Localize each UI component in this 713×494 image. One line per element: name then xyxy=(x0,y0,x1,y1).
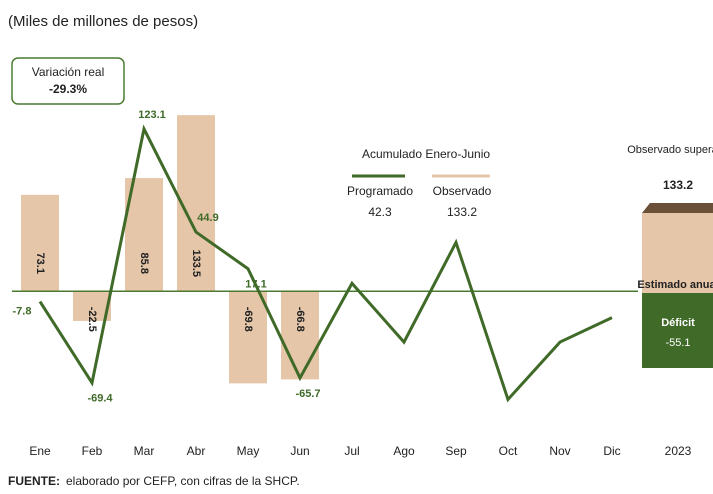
block-observed xyxy=(642,213,713,293)
annual-label: Estimado anual xyxy=(637,279,713,291)
line-label: -65.7 xyxy=(295,388,320,400)
bar-label: -22.5 xyxy=(86,307,98,332)
annotation-label: Variación real xyxy=(32,65,104,79)
x-tick-label: Dic xyxy=(603,444,620,458)
block-deficit xyxy=(642,293,713,368)
block-top xyxy=(642,203,713,213)
bar-label: 73.1 xyxy=(34,253,46,274)
x-tick-label: 2023 xyxy=(665,444,692,458)
x-tick-label: Abr xyxy=(187,444,206,458)
line xyxy=(38,124,613,403)
annotation-box xyxy=(11,57,125,105)
x-tick-label: Sep xyxy=(445,444,467,458)
line-label: -7.8 xyxy=(13,305,32,317)
legend-value: 133.2 xyxy=(447,205,477,219)
legend-label: Observado xyxy=(433,184,492,198)
legend-title: Acumulado Enero-Junio xyxy=(362,147,490,161)
annual-label: Déficit xyxy=(661,317,695,329)
source-label: FUENTE: xyxy=(8,474,60,488)
bar xyxy=(281,291,319,380)
x-tick-label: Jun xyxy=(290,444,309,458)
annual-value: 133.2 xyxy=(663,178,693,192)
x-tick-label: May xyxy=(237,444,260,458)
x-tick-label: Nov xyxy=(549,444,570,458)
x-tick-label: Feb xyxy=(82,444,103,458)
line-label: 44.9 xyxy=(197,212,218,224)
x-tick-label: Mar xyxy=(134,444,155,458)
annual-value: -55.1 xyxy=(665,337,690,349)
bar-label: 85.8 xyxy=(138,253,150,274)
x-tick-label: Jul xyxy=(344,444,359,458)
bar xyxy=(177,115,215,292)
source: elaborado por CEFP, con cifras de la SHC… xyxy=(66,474,300,488)
bar-label: -66.8 xyxy=(294,307,306,332)
line-label: 17.1 xyxy=(245,279,266,291)
subtitle: (Miles de millones de pesos) xyxy=(8,13,198,30)
bar xyxy=(21,194,59,292)
bar-label: -69.8 xyxy=(242,307,254,332)
annotation-value: -29.3% xyxy=(49,82,87,96)
legend-label: Programado xyxy=(347,184,413,198)
x-tick-label: Oct xyxy=(499,444,518,458)
bar xyxy=(229,291,267,384)
line-label: 123.1 xyxy=(138,109,166,121)
annual-label: Observado superávit xyxy=(627,144,713,156)
x-tick-label: Ene xyxy=(29,444,51,458)
x-tick-label: Ago xyxy=(393,444,415,458)
legend-value: 42.3 xyxy=(368,205,392,219)
line-label: -69.4 xyxy=(87,393,113,405)
bar-label: 133.5 xyxy=(190,250,202,278)
